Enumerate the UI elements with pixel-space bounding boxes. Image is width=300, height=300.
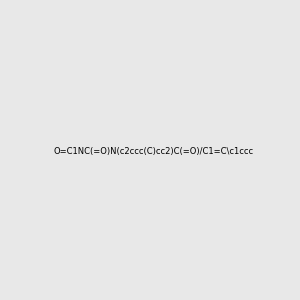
Text: O=C1NC(=O)N(c2ccc(C)cc2)C(=O)/C1=C\c1ccc: O=C1NC(=O)N(c2ccc(C)cc2)C(=O)/C1=C\c1ccc <box>54 147 254 156</box>
